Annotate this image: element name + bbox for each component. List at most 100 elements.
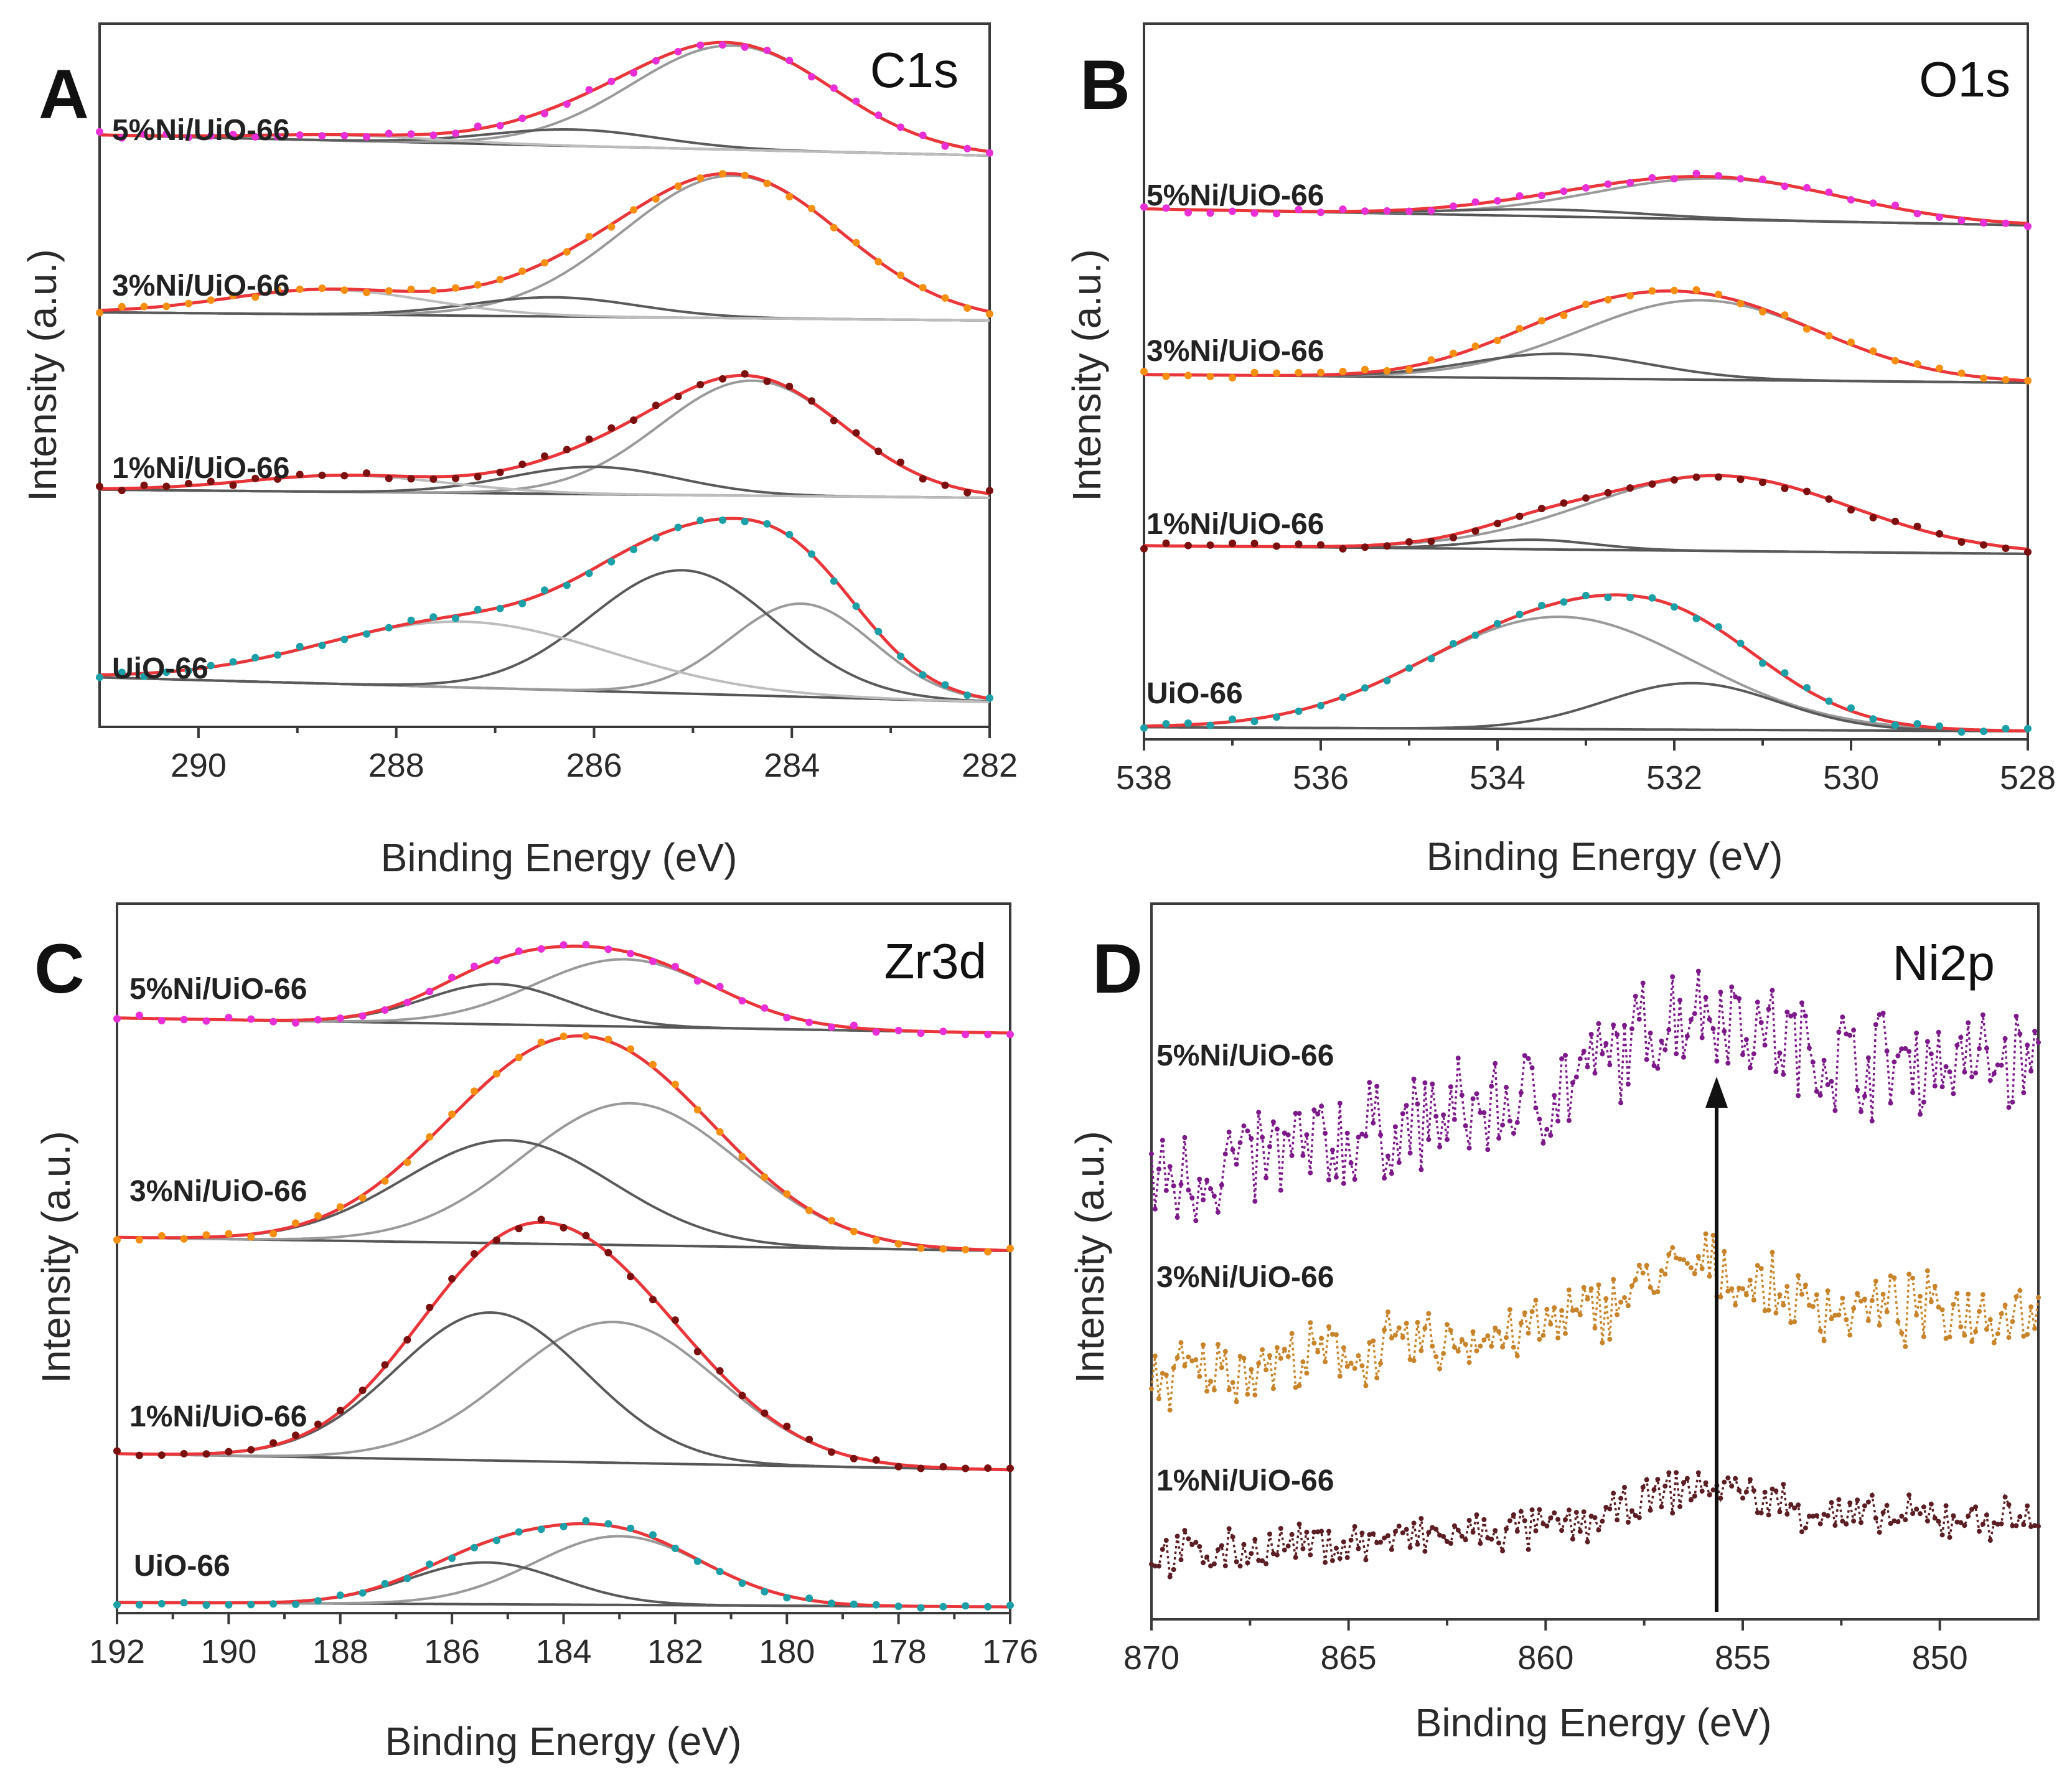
panel-a-series-1-data-point [963,304,972,312]
panel-d-series-1-data-point [1688,1265,1694,1271]
panel-d-series-2-data-point [1500,1548,1506,1554]
panel-d-series-0-data-point [1755,999,1760,1005]
panel-d-series-2-data-point [1404,1527,1409,1532]
panel-d-series-2-data-point [1160,1547,1165,1552]
panel-d-y-axis-label: Intensity (a.u.) [1067,1131,1112,1383]
panel-a-series-0-data-point [452,129,459,138]
panel-c-series-1-data-point [850,1227,858,1235]
panel-d-series-0-data-point [1751,1051,1756,1057]
panel-b-series-2-data-point [1781,484,1789,492]
panel-c-series-2-data-point [761,1409,769,1417]
panel-c-series-3-data-point [270,1600,278,1608]
panel-b-series-2-data-point [1648,480,1656,488]
panel-d-series-2-data-point [1378,1540,1384,1545]
panel-a-series-0-data-point [162,130,171,138]
panel-b-series-1-data-point [1869,347,1877,355]
panel-b-series-2-data-point [1692,473,1700,481]
panel-c-series-2-data-point [805,1435,813,1443]
panel-d-series-2-data-point [1478,1541,1483,1547]
panel-d-series-0-data-point [1984,1046,1989,1051]
panel-d-series-1-data-point [1540,1332,1546,1338]
panel-b-series-3-data-point [1737,639,1745,647]
panel-d-series-1-data-point [1182,1363,1188,1369]
panel-b-series-0-data-point [1692,169,1700,177]
panel-d-series-0-data-point [1718,990,1723,995]
panel-b-x-tick-label: 532 [1646,759,1702,797]
panel-a-series-2-data-point [874,447,883,456]
panel-b-series-1-data-point [1737,299,1745,307]
panel-a-series-1-data-point [541,259,548,267]
panel-b-series-2-data-point [1892,517,1899,525]
panel-d-series-1-data-point [1289,1331,1295,1336]
panel-d-series-1-data-point [1149,1386,1154,1392]
panel-d-series-2-data-point [1710,1487,1716,1493]
panel-d-series-1-data-point [1600,1340,1605,1345]
panel-c-series-2-data-point [247,1446,255,1454]
panel-d-series-2-data-point [1570,1537,1575,1542]
panel-d-series-0-data-point [1323,1131,1328,1136]
panel-a-series-1-data-point [251,293,260,301]
panel-d-series-1-data-point [1918,1293,1923,1299]
panel-d-series-0-data-point [1237,1140,1243,1146]
panel-d-series-0-data-point [1437,1144,1443,1149]
panel-a-series-1-data-point [986,310,993,318]
panel-d-series-0-data-point [1633,993,1638,999]
panel-d-series-1-data-point [1751,1298,1756,1303]
panel-c-series-1-data-point [984,1248,992,1256]
panel-d-series-2-data-point [1577,1528,1583,1534]
panel-b-series-1-data-point [1692,286,1700,294]
panel-c-series-3-data-point [247,1601,255,1609]
panel-b-series-0-data-point [1671,175,1678,183]
panel-b-series-3-data-point [2002,724,2010,732]
panel-d-series-0-data-point [1540,1140,1546,1146]
panel-a-series-1-data-point [808,205,815,213]
panel-b-series-0-data-point [1295,205,1303,213]
panel-d-series-0-data-point [1618,1100,1624,1106]
panel-a-series-2-data-point [986,487,993,495]
panel-c-series-1-data-point [135,1236,143,1244]
panel-b-series-1-data-point [1781,311,1789,319]
panel-d-series-0-data-point [1707,1016,1712,1022]
panel-d-series-1-data-point [1433,1354,1439,1359]
panel-d-series-0-data-point [1810,1059,1816,1065]
panel-d-series-1-data-point [1533,1298,1539,1303]
panel-c-series-1-data-point [426,1133,434,1141]
panel-d-series-0-data-point [1149,1151,1154,1157]
panel-a-c1s: A C1s Binding Energy (eV) Intensity (a.u… [20,22,1018,880]
panel-a-series-2-data-point [719,375,726,383]
panel-d-series-1-data-point [1418,1348,1424,1354]
panel-d-series-1-data-point [1570,1308,1575,1313]
panel-d-series-1-data-point [1825,1288,1831,1294]
panel-d-series-1-data-point [1877,1322,1882,1328]
panel-b-x-axis-label: Binding Energy (eV) [1427,834,1783,879]
panel-d-series-1-data-point [1241,1355,1247,1361]
panel-d-series-0-data-point [1385,1153,1390,1159]
panel-b-series-2-data-point [1206,541,1214,549]
panel-d-series-0-data-point [1625,1082,1631,1087]
panel-c-series-0-data-point [403,998,411,1006]
panel-d-series-2-data-point [1618,1495,1624,1501]
panel-c-series-0-data-point [850,1021,858,1029]
panel-d-series-2-data-point [1426,1530,1432,1535]
panel-c-series-3-data-point [292,1600,299,1608]
panel-a-series-0-data-point [429,131,438,139]
panel-d-series-2-data-point [1733,1476,1738,1481]
panel-d-series-2-data-point [1289,1532,1295,1537]
panel-d-series-1-data-point [1618,1299,1624,1305]
panel-d-series-2-data-point [1174,1533,1180,1539]
panel-a-series-2-data-point [919,475,927,483]
panel-c-x-tick-label: 188 [312,1633,368,1670]
panel-b-x-tick-label: 538 [1116,759,1172,797]
panel-d-series-1-data-point [1385,1309,1390,1315]
panel-d-series-0-data-point [1270,1119,1276,1125]
panel-b-series-2-data-point [1317,541,1324,549]
panel-a-series-1-data-point [941,294,949,302]
panel-d-series-1-data-point [1792,1319,1798,1324]
panel-c-series-3-data-point [157,1599,166,1608]
panel-d-series-2-data-point [1308,1552,1313,1558]
panel-c-series-1-data-point [471,1087,478,1095]
panel-d-series-0-data-point [1489,1083,1494,1089]
panel-c-series-2-data-point [962,1464,970,1472]
panel-d-series-2-data-point [1540,1521,1546,1527]
panel-c-x-tick-label: 190 [200,1633,256,1670]
